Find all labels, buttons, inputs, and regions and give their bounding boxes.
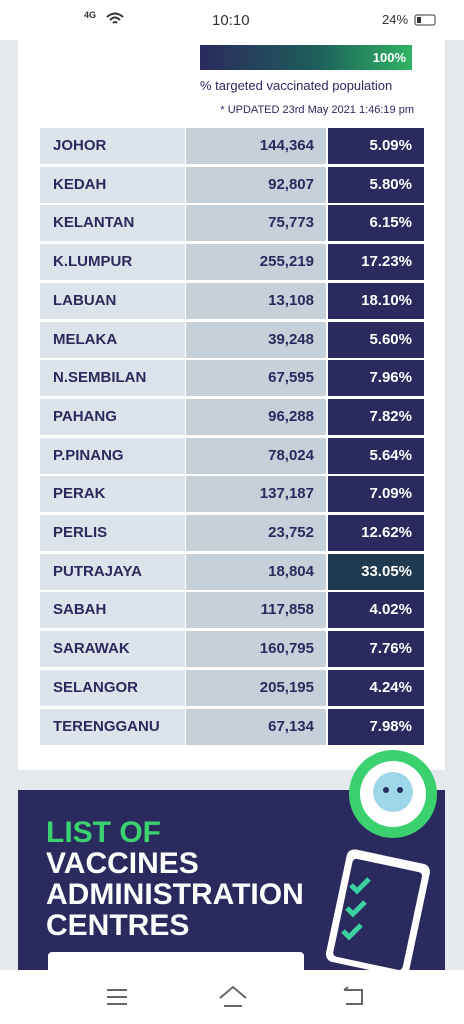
state-name: SABAH xyxy=(40,592,185,629)
chat-icon[interactable] xyxy=(345,750,440,840)
state-name: PERLIS xyxy=(40,515,185,551)
state-name: MELAKA xyxy=(40,321,185,358)
status-bar: 4G 10:10 24% xyxy=(0,0,464,40)
vaccinated-percent: 6.15% xyxy=(328,205,424,242)
vaccinated-count: 67,134 xyxy=(186,708,326,745)
vaccinated-percent: 5.80% xyxy=(328,166,424,203)
state-name: SARAWAK xyxy=(40,631,185,668)
state-name: LABUAN xyxy=(40,282,185,319)
banner-title: ADMINISTRATION xyxy=(46,878,304,911)
vaccinated-count: 96,288 xyxy=(186,398,326,435)
vaccinated-percent: 33.05% xyxy=(328,553,424,590)
banner-title: VACCINES xyxy=(46,847,199,880)
vaccinated-count: 23,752 xyxy=(186,515,326,551)
nav-bar xyxy=(0,970,464,1024)
state-name: PERAK xyxy=(40,476,185,513)
legend-bar: 100% xyxy=(200,45,412,70)
state-name: KEDAH xyxy=(40,166,185,203)
state-name: PUTRAJAYA xyxy=(40,553,185,590)
state-name: JOHOR xyxy=(40,128,185,164)
vaccinated-count: 205,195 xyxy=(186,669,326,706)
menu-button[interactable] xyxy=(105,988,129,1006)
back-button[interactable] xyxy=(340,986,366,1006)
battery-icon xyxy=(414,14,436,26)
banner-title: CENTRES xyxy=(46,909,190,942)
vaccinated-count: 92,807 xyxy=(186,166,326,203)
vaccinated-count: 144,364 xyxy=(186,128,326,164)
vaccinated-percent: 12.62% xyxy=(328,515,424,551)
vaccinated-count: 117,858 xyxy=(186,592,326,629)
vaccinated-count: 137,187 xyxy=(186,476,326,513)
vaccinated-count: 255,219 xyxy=(186,244,326,281)
vaccinated-count: 78,024 xyxy=(186,437,326,474)
network: 4G xyxy=(84,10,97,20)
state-name: P.PINANG xyxy=(40,437,185,474)
state-name: TERENGGANU xyxy=(40,708,185,745)
wifi-icon xyxy=(106,12,124,24)
clipboard-icon xyxy=(325,849,430,975)
vaccinated-percent: 4.02% xyxy=(328,592,424,629)
state-name: KELANTAN xyxy=(40,205,185,242)
legend-caption: % targeted vaccinated population xyxy=(200,78,393,93)
vaccinated-percent: 7.76% xyxy=(328,631,424,668)
time: 10:10 xyxy=(212,12,250,29)
state-name: PAHANG xyxy=(40,398,185,435)
vaccinated-count: 67,595 xyxy=(186,360,326,397)
vaccinated-percent: 7.98% xyxy=(328,708,424,745)
vaccinated-percent: 5.60% xyxy=(328,321,424,358)
vaccinated-count: 18,804 xyxy=(186,553,326,590)
vaccinated-count: 39,248 xyxy=(186,321,326,358)
updated-note: * UPDATED 23rd May 2021 1:46:19 pm xyxy=(220,104,414,116)
vaccinated-percent: 5.09% xyxy=(328,128,424,164)
vaccinated-percent: 7.82% xyxy=(328,398,424,435)
vaccinated-percent: 5.64% xyxy=(328,437,424,474)
state-name: N.SEMBILAN xyxy=(40,360,185,397)
vaccinated-percent: 17.23% xyxy=(328,244,424,281)
vaccinated-count: 13,108 xyxy=(186,282,326,319)
vaccinated-percent: 18.10% xyxy=(328,282,424,319)
state-name: SELANGOR xyxy=(40,669,185,706)
home-button[interactable] xyxy=(218,984,248,1008)
vaccinated-percent: 4.24% xyxy=(328,669,424,706)
vaccinated-count: 75,773 xyxy=(186,205,326,242)
vaccinated-count: 160,795 xyxy=(186,631,326,668)
banner-title: LIST OF xyxy=(46,816,161,849)
banner: LIST OF VACCINES ADMINISTRATION CENTRES xyxy=(18,790,445,982)
state-name: K.LUMPUR xyxy=(40,244,185,281)
vaccinated-percent: 7.09% xyxy=(328,476,424,513)
battery: 24% xyxy=(382,12,409,27)
vaccinated-percent: 7.96% xyxy=(328,360,424,397)
